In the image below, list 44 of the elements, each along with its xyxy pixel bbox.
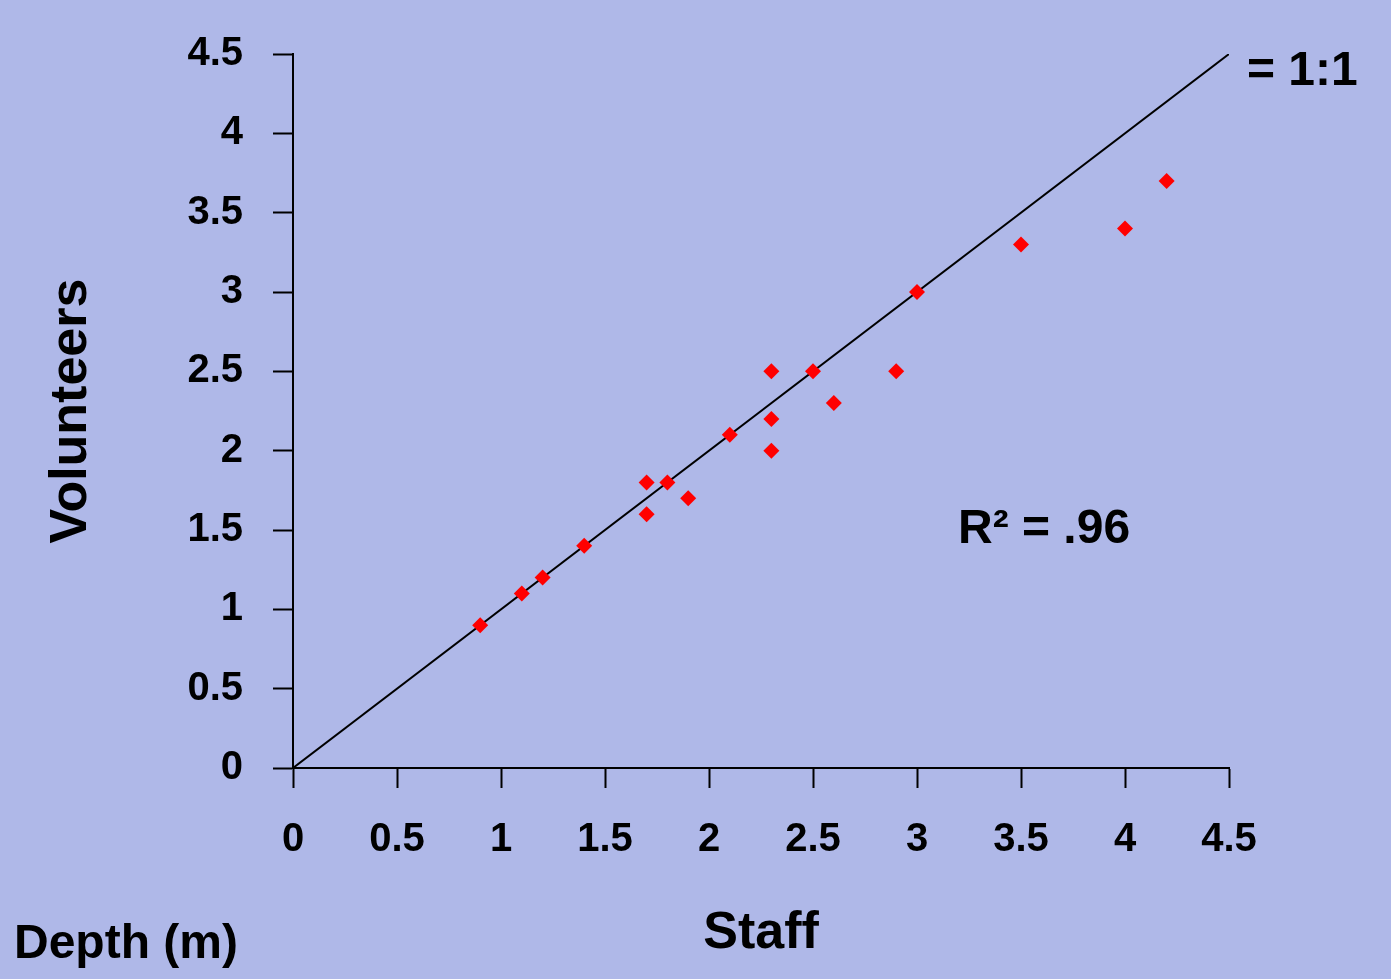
x-tick-label: 2 [697,815,721,860]
y-tick-label: 4 [220,108,244,153]
x-tick-label: 1 [489,815,513,860]
point [1158,172,1175,189]
y-tick-label: 3 [220,267,243,312]
point [763,363,780,380]
y-tick-label: 4.5 [187,29,243,74]
y-tick-label: 0 [220,743,243,788]
point [805,363,821,380]
point [888,363,905,380]
point [513,585,530,602]
point [763,410,780,427]
y-axis-title: Volunteers [38,278,97,544]
series-label: = 1:1 [1247,42,1358,96]
point [721,426,738,443]
y-tick-label: 2.5 [187,346,243,391]
annotation: R² = .96 [958,500,1131,554]
point [825,395,842,412]
x-tick-label: 1.5 [577,815,633,860]
point [638,506,655,523]
x-tick-label: 4.5 [1201,815,1257,860]
y-tick-label: 2 [220,425,243,470]
point [534,569,551,586]
text: Depth (m) [14,915,238,969]
point [1117,220,1133,237]
point [680,490,697,507]
point [1013,236,1029,253]
y-tick-label: 1 [220,584,243,629]
x-tick-label: 0.5 [369,815,425,860]
point [763,442,780,459]
point [909,284,925,300]
x-tick-label: 0 [281,815,305,860]
x-axis-title: Staff [703,901,820,960]
point [638,474,655,491]
point [659,474,676,491]
point [576,537,593,554]
y-tick-label: 0.5 [187,663,243,708]
y-tick-label: 3.5 [187,187,243,232]
x-tick-label: 4 [1113,815,1137,860]
y-tick-label: 1.5 [187,505,243,550]
x-tick-label: 2.5 [785,815,841,860]
x-tick-label: 3.5 [993,815,1049,860]
point [472,617,489,634]
x-tick-label: 3 [905,815,929,860]
